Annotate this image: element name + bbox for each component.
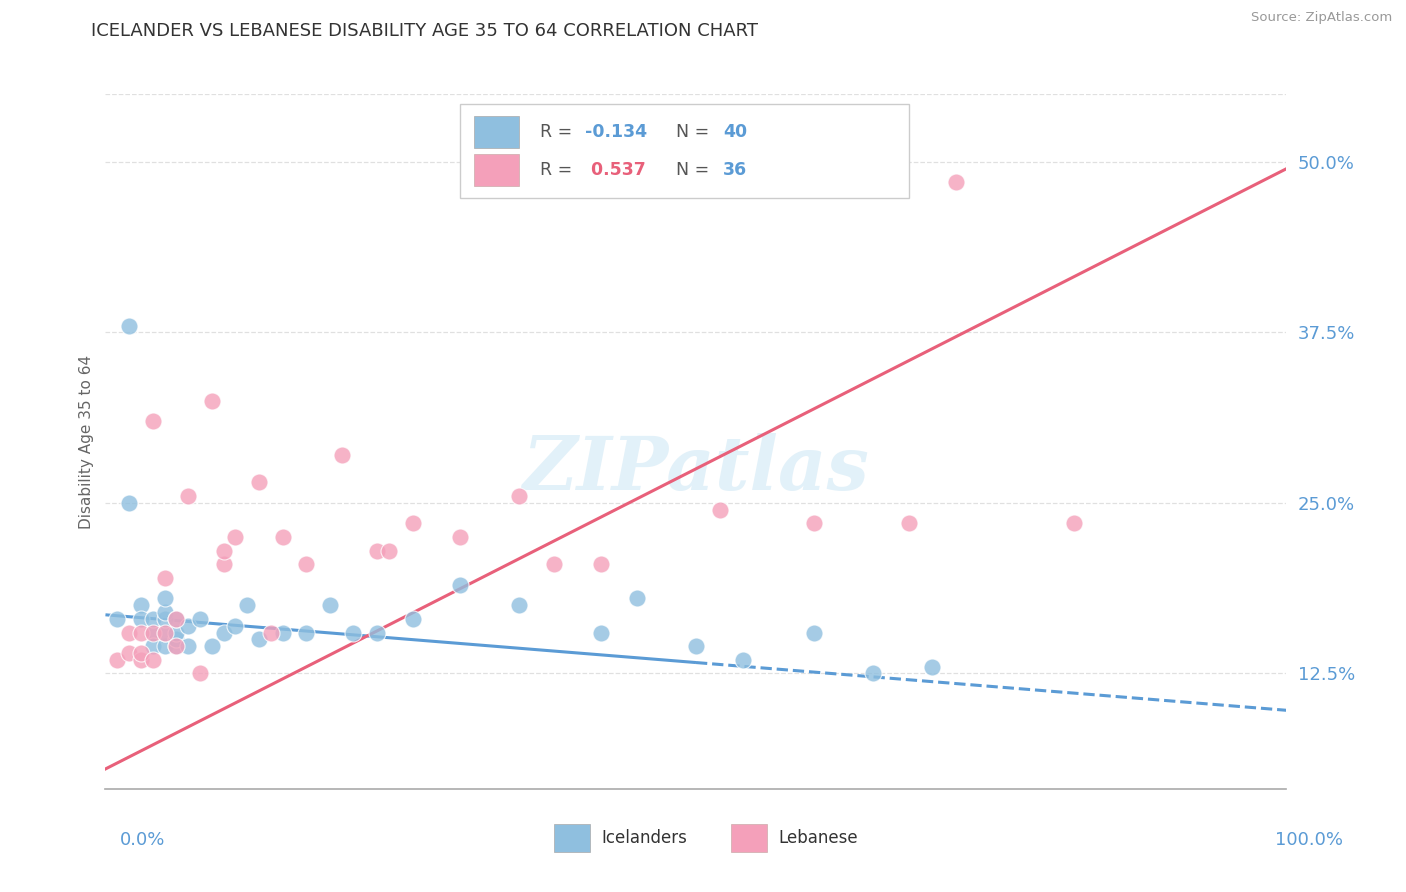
Point (165, 632, 187, 647)
Point (1063, 516, 1085, 531)
Bar (554, 824, 589, 852)
Point (626, 591, 648, 606)
Point (366, 625, 388, 640)
Point (212, 625, 235, 640)
Point (591, 625, 613, 640)
Point (366, 543, 388, 558)
Text: 100.0%: 100.0% (1275, 831, 1343, 849)
Text: R =: R = (540, 123, 578, 141)
Point (236, 599, 259, 613)
Text: N =: N = (676, 123, 714, 141)
Point (543, 558, 565, 572)
Point (153, 625, 176, 640)
Point (295, 625, 318, 640)
Point (118, 625, 141, 640)
Point (862, 666, 884, 681)
Text: 36: 36 (723, 161, 747, 179)
Text: 40: 40 (723, 123, 747, 141)
Point (342, 625, 364, 640)
Text: ICELANDER VS LEBANESE DISABILITY AGE 35 TO 64 CORRELATION CHART: ICELANDER VS LEBANESE DISABILITY AGE 35 … (91, 22, 758, 40)
Point (401, 612, 423, 626)
Point (897, 516, 920, 531)
Text: Source: ZipAtlas.com: Source: ZipAtlas.com (1251, 11, 1392, 24)
Point (378, 543, 401, 558)
Point (142, 653, 165, 667)
Point (247, 475, 270, 490)
Text: Lebanese: Lebanese (779, 830, 858, 847)
Y-axis label: Disability Age 35 to 64: Disability Age 35 to 64 (79, 354, 94, 529)
Text: Icelanders: Icelanders (602, 830, 688, 847)
Point (449, 578, 471, 592)
Point (247, 632, 270, 647)
Point (224, 530, 246, 544)
Point (153, 605, 176, 619)
Point (142, 625, 165, 640)
Point (224, 618, 246, 632)
Point (401, 516, 423, 531)
Point (142, 612, 165, 626)
Point (153, 612, 176, 626)
Point (591, 558, 613, 572)
Point (733, 653, 755, 667)
Point (188, 666, 211, 681)
Text: R =: R = (540, 161, 578, 179)
Point (165, 612, 187, 626)
Point (212, 558, 235, 572)
Text: -0.134: -0.134 (585, 123, 647, 141)
Point (188, 612, 211, 626)
Point (921, 659, 943, 673)
Point (319, 599, 342, 613)
Point (449, 530, 471, 544)
Point (685, 639, 707, 653)
Point (330, 448, 353, 462)
Point (177, 489, 200, 503)
Point (271, 625, 294, 640)
Bar (474, 116, 519, 148)
Point (177, 639, 200, 653)
Point (129, 625, 152, 640)
Bar (474, 154, 519, 186)
Point (142, 625, 165, 640)
Point (129, 646, 152, 660)
Point (295, 558, 318, 572)
Point (129, 599, 152, 613)
Point (508, 489, 530, 503)
Point (153, 625, 176, 640)
Point (271, 530, 294, 544)
Point (260, 625, 283, 640)
Bar (731, 824, 766, 852)
Point (165, 625, 187, 640)
Point (129, 612, 152, 626)
Point (212, 543, 235, 558)
Point (803, 625, 825, 640)
Point (165, 639, 187, 653)
Text: 0.0%: 0.0% (120, 831, 165, 849)
Point (118, 496, 141, 510)
Point (153, 639, 176, 653)
Point (118, 318, 141, 333)
Point (129, 653, 152, 667)
Point (118, 646, 141, 660)
Point (945, 175, 967, 189)
Point (709, 502, 731, 516)
Point (153, 591, 176, 606)
Point (105, 653, 128, 667)
Point (177, 618, 200, 632)
Point (508, 599, 530, 613)
Point (142, 639, 165, 653)
Text: ZIPatlas: ZIPatlas (523, 434, 869, 506)
Point (153, 571, 176, 585)
Point (201, 639, 224, 653)
Point (803, 516, 825, 531)
Point (165, 612, 187, 626)
Point (201, 393, 224, 408)
Point (105, 612, 128, 626)
FancyBboxPatch shape (460, 104, 908, 198)
Point (165, 639, 187, 653)
Text: 0.537: 0.537 (585, 161, 645, 179)
Text: N =: N = (676, 161, 714, 179)
Point (142, 414, 165, 428)
